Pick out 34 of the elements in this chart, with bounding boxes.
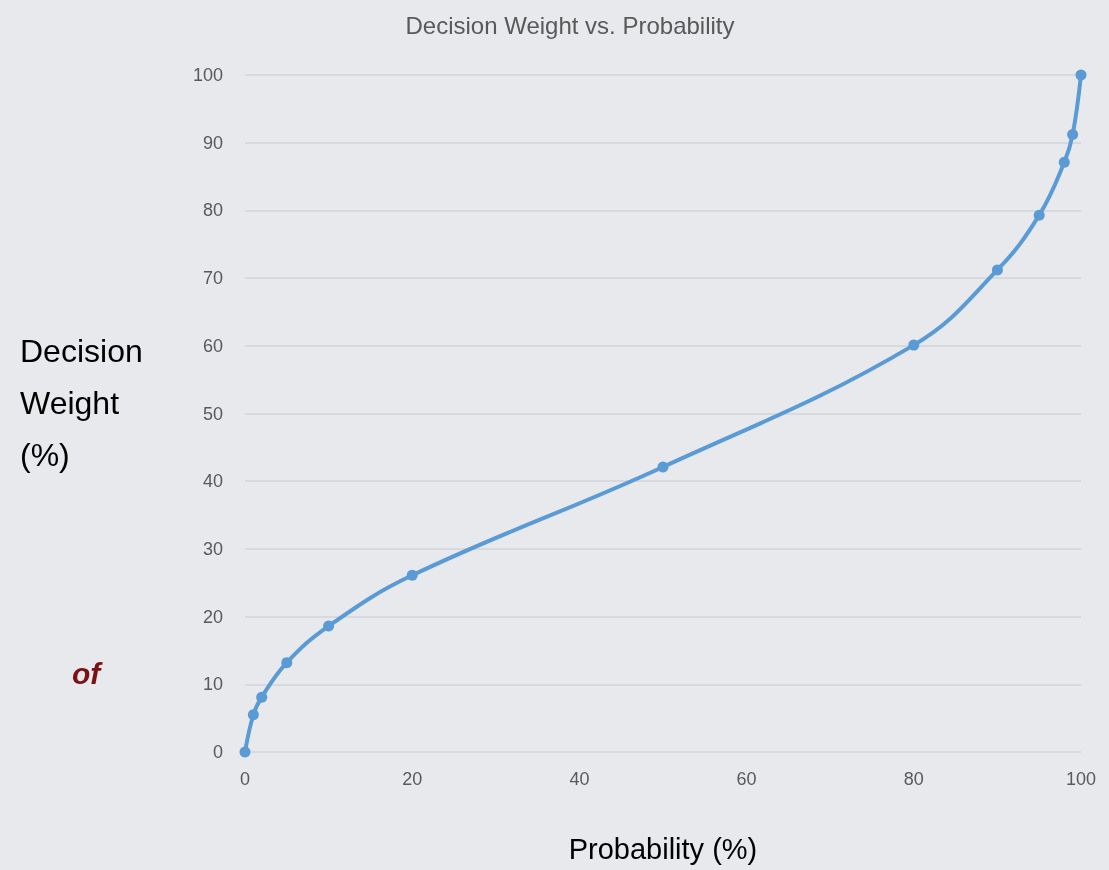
x-tick-label: 80	[903, 769, 924, 789]
y-tick-label: 40	[202, 471, 223, 492]
x-tick-label: 100	[1065, 769, 1097, 789]
text: of	[72, 656, 104, 690]
point	[1033, 209, 1045, 221]
y-tick-label: 30	[202, 538, 223, 559]
y-tick-label: 50	[202, 403, 223, 424]
x-tick-label: 20	[402, 769, 423, 789]
y-tick-label: 20	[202, 606, 223, 627]
point	[247, 709, 259, 721]
point	[281, 657, 293, 669]
point	[1067, 129, 1079, 141]
point	[1075, 69, 1087, 81]
y-tick-label: 10	[202, 674, 223, 695]
y-axis-title: Decision Weight (%)	[20, 333, 152, 473]
point	[991, 264, 1003, 276]
point	[657, 461, 669, 473]
point	[406, 569, 418, 581]
point	[323, 620, 335, 632]
point	[1058, 156, 1070, 168]
y-tick-label: 0	[212, 742, 223, 762]
x-tick-label: 40	[569, 769, 590, 789]
y-tick-label: 90	[202, 132, 223, 153]
chart-title: Decision Weight vs. Probability	[405, 11, 735, 39]
point	[908, 339, 920, 351]
x-tick-label: 0	[239, 769, 251, 789]
point	[256, 691, 268, 703]
y-tick-label: 100	[192, 65, 223, 85]
y-tick-label: 80	[202, 200, 223, 221]
x-tick-label: 60	[736, 769, 757, 789]
x-axis-title: Probability (%)	[568, 832, 758, 865]
y-tick-label: 60	[202, 335, 223, 356]
point	[239, 746, 251, 758]
y-tick-label: 70	[202, 268, 223, 289]
